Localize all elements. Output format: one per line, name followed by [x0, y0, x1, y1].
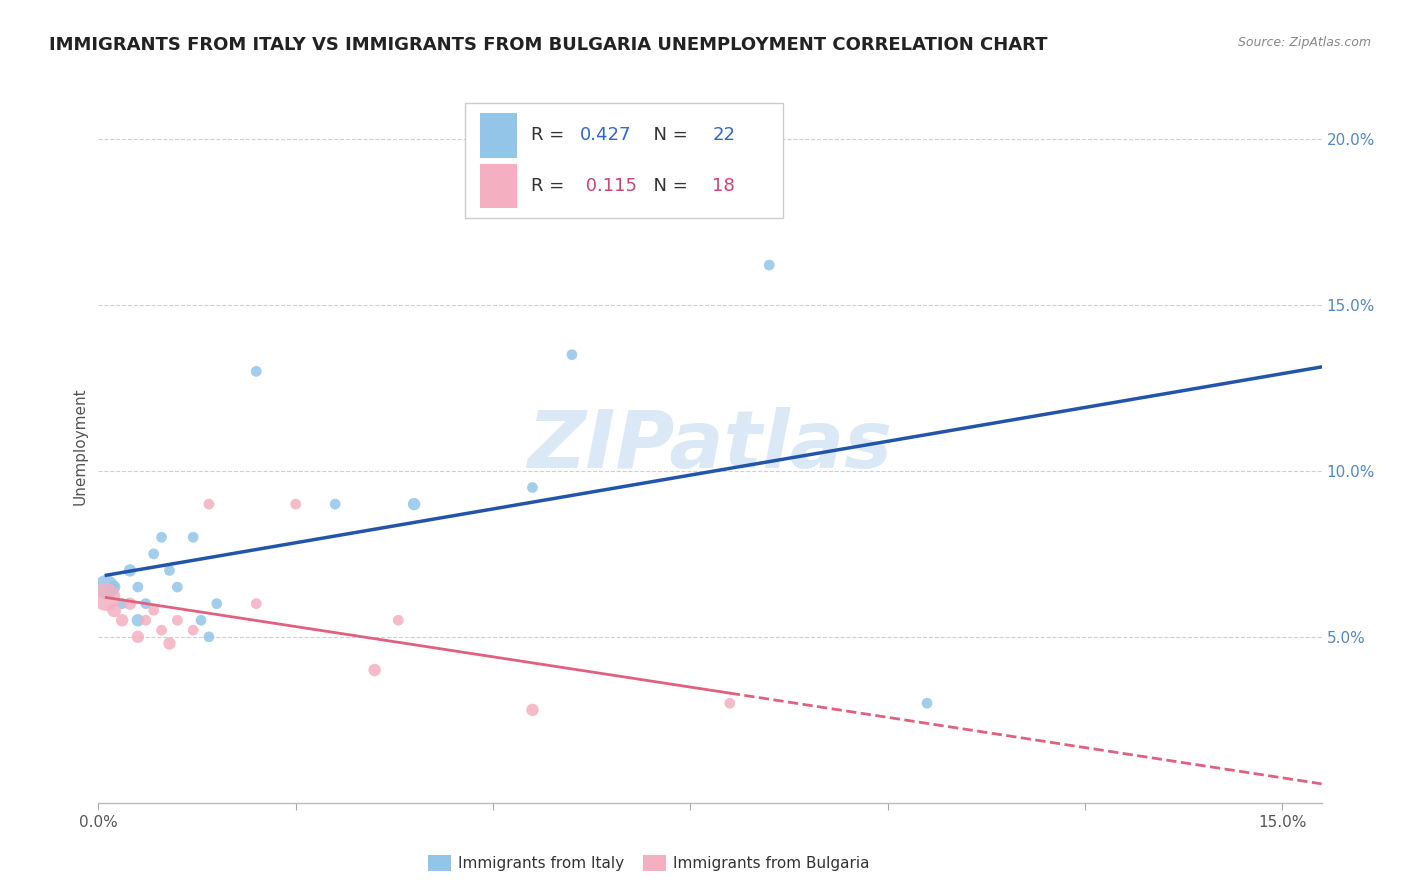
Point	[758, 258, 780, 272]
Point	[718, 696, 741, 710]
Legend: Immigrants from Italy, Immigrants from Bulgaria: Immigrants from Italy, Immigrants from B…	[422, 849, 876, 877]
Point	[522, 703, 544, 717]
Point	[159, 564, 181, 578]
Text: ZIPatlas: ZIPatlas	[527, 407, 893, 485]
Point	[150, 530, 173, 544]
Point	[96, 590, 118, 604]
Bar	[479, 113, 517, 158]
Text: IMMIGRANTS FROM ITALY VS IMMIGRANTS FROM BULGARIA UNEMPLOYMENT CORRELATION CHART: IMMIGRANTS FROM ITALY VS IMMIGRANTS FROM…	[49, 36, 1047, 54]
Text: N =: N =	[641, 127, 693, 145]
Text: 18: 18	[713, 177, 735, 194]
Point	[96, 580, 118, 594]
Point	[284, 497, 307, 511]
Point	[127, 630, 149, 644]
Point	[111, 613, 134, 627]
Point	[522, 481, 544, 495]
Text: 22: 22	[713, 127, 735, 145]
Point	[205, 597, 228, 611]
Text: 0.115: 0.115	[581, 177, 637, 194]
Point	[166, 580, 188, 594]
Point	[103, 580, 125, 594]
Text: R =: R =	[531, 127, 571, 145]
Point	[323, 497, 346, 511]
Point	[150, 624, 173, 638]
Point	[181, 624, 204, 638]
Point	[198, 630, 221, 644]
Point	[245, 364, 267, 378]
Point	[363, 663, 385, 677]
Text: R =: R =	[531, 177, 571, 194]
Point	[245, 597, 267, 611]
Point	[159, 636, 181, 650]
Point	[103, 603, 125, 617]
Point	[127, 580, 149, 594]
Bar	[479, 163, 517, 208]
Text: 0.427: 0.427	[581, 127, 631, 145]
Point	[190, 613, 212, 627]
Point	[404, 497, 426, 511]
Point	[142, 603, 165, 617]
Point	[198, 497, 221, 511]
FancyBboxPatch shape	[465, 103, 783, 218]
Point	[181, 530, 204, 544]
Point	[135, 613, 157, 627]
Point	[142, 547, 165, 561]
Text: Source: ZipAtlas.com: Source: ZipAtlas.com	[1237, 36, 1371, 49]
Text: N =: N =	[641, 177, 693, 194]
Point	[135, 597, 157, 611]
Point	[127, 613, 149, 627]
Point	[915, 696, 938, 710]
Y-axis label: Unemployment: Unemployment	[72, 387, 87, 505]
Point	[561, 348, 583, 362]
Point	[118, 597, 141, 611]
Point	[111, 597, 134, 611]
Point	[166, 613, 188, 627]
Point	[118, 564, 141, 578]
Point	[387, 613, 409, 627]
